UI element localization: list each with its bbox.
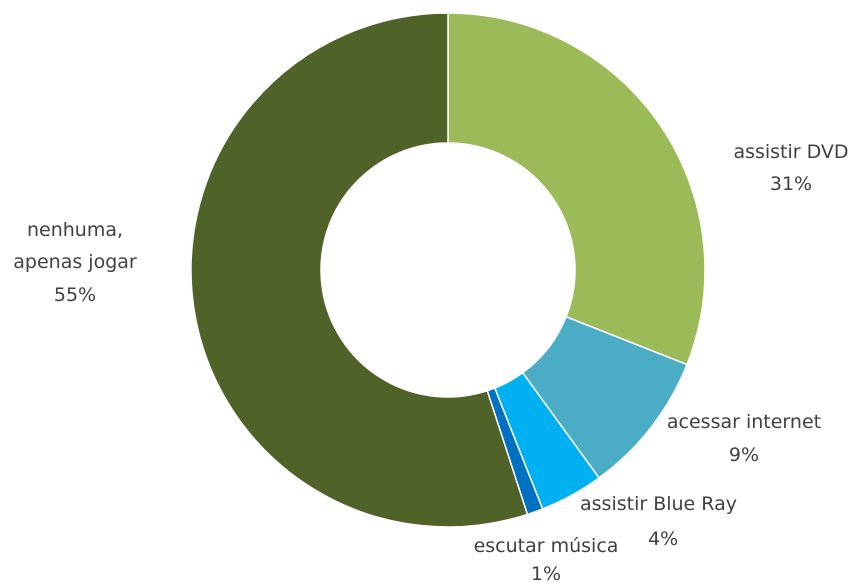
data-labels: assistir DVD 31% acessar internet 9% ass…	[13, 141, 848, 583]
data-label-assistir-blue-ray-value: 4%	[648, 528, 678, 550]
data-label-acessar-internet: acessar internet	[667, 411, 821, 433]
data-label-escutar-musica-name: escutar música	[474, 535, 619, 557]
data-label-escutar-musica-value: 1%	[531, 563, 561, 583]
data-label-acessar-internet-value: 9%	[729, 444, 759, 466]
data-label-escutar-musica: escutar música	[474, 535, 619, 557]
data-label-assistir-dvd: assistir DVD	[733, 141, 848, 163]
data-label-nenhuma-apenas-jogar-value: 55%	[54, 284, 96, 306]
data-label-nenhuma-apenas-jogar-line2: apenas jogar	[13, 251, 137, 273]
data-label-assistir-dvd-name: assistir DVD	[733, 141, 848, 163]
data-label-acessar-internet-name: acessar internet	[667, 411, 821, 433]
slice-nenhuma-apenas-jogar	[190, 12, 529, 528]
data-label-assistir-blue-ray-name: assistir Blue Ray	[580, 493, 737, 515]
data-label-assistir-blue-ray: assistir Blue Ray	[580, 493, 737, 515]
slice-assistir-dvd	[447, 12, 706, 366]
donut-slices	[190, 12, 706, 528]
data-label-nenhuma-apenas-jogar-line1: nenhuma,	[27, 219, 123, 241]
data-label-assistir-dvd-value: 31%	[770, 173, 812, 195]
